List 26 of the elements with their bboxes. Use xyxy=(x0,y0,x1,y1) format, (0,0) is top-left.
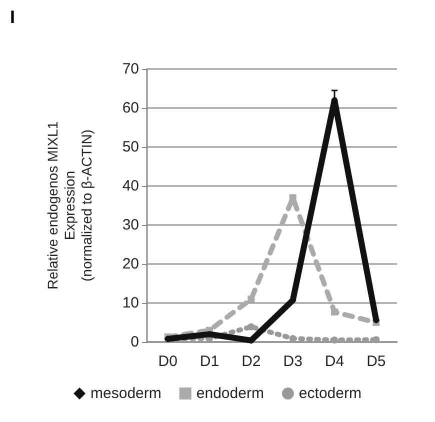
x-tick-label: D1 xyxy=(200,353,220,370)
y-tick-label: 50 xyxy=(122,138,139,156)
x-tick-label: D5 xyxy=(366,353,386,370)
y-tick-label: 0 xyxy=(130,334,139,350)
x-tick-label: D0 xyxy=(158,353,178,370)
point xyxy=(289,334,296,342)
point xyxy=(248,296,255,303)
text: I xyxy=(10,7,16,27)
point xyxy=(372,336,380,344)
x-tick-label: D2 xyxy=(242,353,261,370)
y-axis-title: Relative endogenos MIXL1 Expression (normalized to β-ACTIN) xyxy=(44,121,94,290)
y-tick-label: 30 xyxy=(122,216,139,234)
y-tick-label: 60 xyxy=(122,100,139,116)
legend-label: ectoderm xyxy=(298,385,362,402)
point xyxy=(248,323,255,330)
legend-label: mesoderm xyxy=(90,385,162,402)
y-tick-label: 70 xyxy=(122,60,139,78)
legend-label: endoderm xyxy=(196,385,264,402)
y-tick-label: 40 xyxy=(122,178,139,194)
point xyxy=(289,194,296,202)
x-tick-label: D4 xyxy=(324,353,344,370)
y-tick-label: 20 xyxy=(122,256,139,272)
point xyxy=(331,336,338,344)
point xyxy=(331,308,338,316)
x-tick-label: D3 xyxy=(283,353,302,370)
y-tick-label: 10 xyxy=(122,294,139,312)
